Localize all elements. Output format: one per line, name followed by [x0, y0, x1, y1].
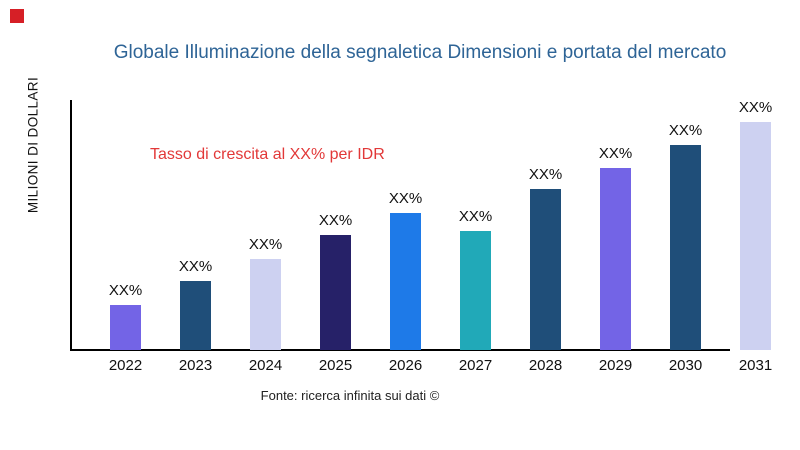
x-tick-label: 2030	[668, 357, 703, 374]
x-tick-label: 2023	[178, 357, 213, 374]
bar	[110, 305, 141, 350]
bar	[250, 259, 281, 350]
bar	[600, 168, 631, 350]
bar	[390, 213, 421, 350]
x-tick-label: 2025	[318, 357, 353, 374]
y-axis-label: MILIONI DI DOLLARI	[25, 76, 41, 214]
bar-value-label: XX%	[668, 122, 703, 139]
bar-value-label: XX%	[108, 282, 143, 299]
red-corner-marker	[10, 9, 24, 23]
x-tick-label: 2028	[528, 357, 563, 374]
bar-value-label: XX%	[528, 166, 563, 183]
chart-title: Globale Illuminazione della segnaletica …	[113, 42, 727, 63]
bar	[180, 281, 211, 350]
bar	[740, 122, 771, 350]
bar-value-label: XX%	[598, 145, 633, 162]
bar	[670, 145, 701, 350]
bar-value-label: XX%	[738, 99, 773, 116]
x-tick-label: 2029	[598, 357, 633, 374]
bar-value-label: XX%	[388, 190, 423, 207]
source-note: Fonte: ricerca infinita sui dati ©	[260, 388, 440, 403]
bar-value-label: XX%	[458, 208, 493, 225]
x-tick-label: 2024	[248, 357, 283, 374]
bar-value-label: XX%	[248, 236, 283, 253]
x-tick-label: 2027	[458, 357, 493, 374]
bar-value-label: XX%	[178, 258, 213, 275]
y-axis-line	[70, 100, 72, 350]
bar	[530, 189, 561, 350]
growth-annotation: Tasso di crescita al XX% per IDR	[150, 146, 385, 163]
x-tick-label: 2022	[108, 357, 143, 374]
bar-value-label: XX%	[318, 212, 353, 229]
x-tick-label: 2031	[738, 357, 773, 374]
x-axis-line	[70, 349, 730, 351]
bar	[460, 231, 491, 350]
bar	[320, 235, 351, 350]
x-tick-label: 2026	[388, 357, 423, 374]
